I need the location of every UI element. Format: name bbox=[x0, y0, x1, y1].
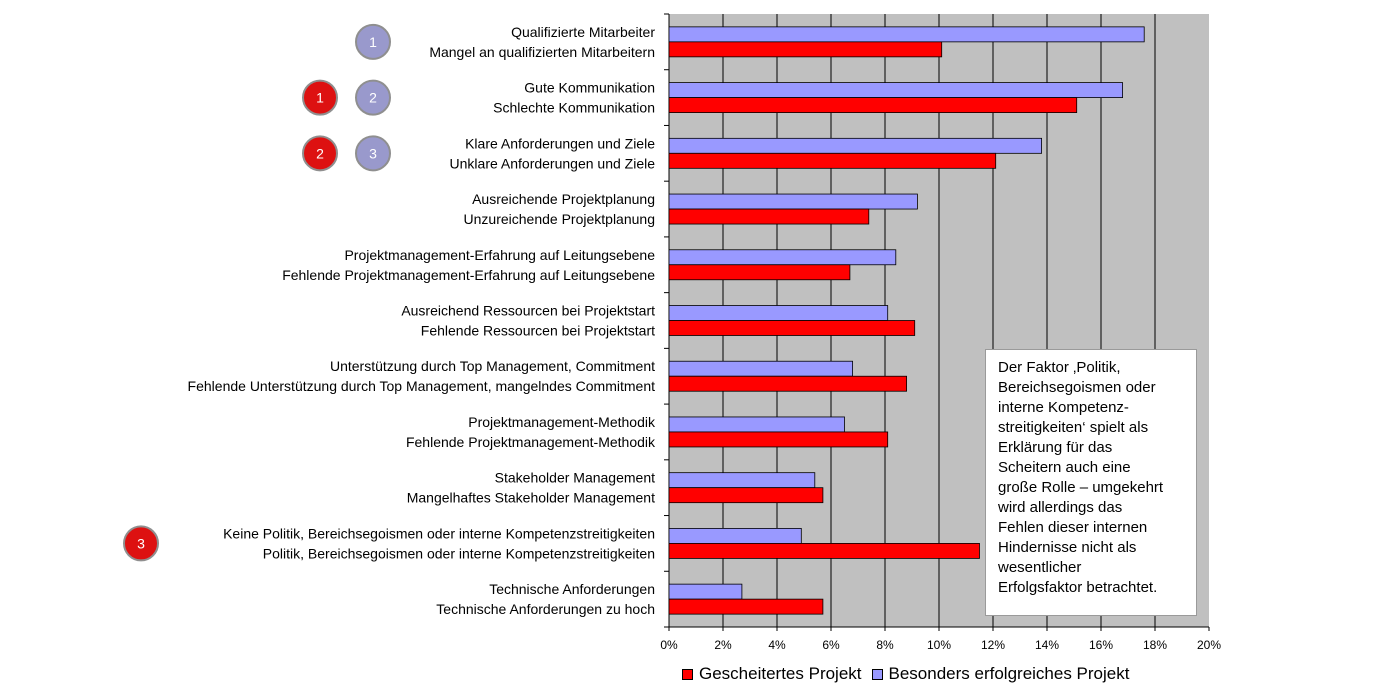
bar-successful bbox=[668, 305, 889, 321]
annotation-line: Scheitern auch eine bbox=[998, 459, 1131, 476]
rank-marker-successful bbox=[355, 79, 391, 116]
bar-failed bbox=[668, 41, 943, 58]
category-label-positive: Ausreichend Ressourcen bei Projektstart bbox=[401, 303, 655, 319]
bar-successful bbox=[668, 416, 845, 433]
bar-successful bbox=[668, 137, 1043, 154]
x-tick-label: 8% bbox=[876, 638, 894, 652]
annotation-line: Bereichsegoismen oder bbox=[998, 379, 1156, 396]
legend-item-successful: Besonders erfolgreiches Projekt bbox=[871, 664, 1130, 684]
bar-successful bbox=[668, 528, 802, 544]
x-tick-label: 12% bbox=[981, 638, 1005, 652]
category-label-negative: Schlechte Kommunikation bbox=[493, 100, 655, 116]
category-label-negative: Unzureichende Projektplanung bbox=[464, 211, 655, 227]
annotation-box: Der Faktor ‚Politik, Bereichsegoismen ode… bbox=[985, 349, 1197, 616]
rank-marker-failed bbox=[302, 135, 338, 172]
category-label-positive: Stakeholder Management bbox=[495, 470, 655, 486]
legend-label-failed: Gescheitertes Projekt bbox=[699, 664, 862, 683]
bar-successful bbox=[668, 249, 897, 266]
bar-failed bbox=[668, 375, 908, 392]
category-label-negative: Fehlende Ressourcen bei Projektstart bbox=[421, 323, 655, 339]
annotation-line: Fehlen dieser internen bbox=[998, 519, 1148, 536]
annotation-line: streitigkeiten‘ spielt als bbox=[998, 419, 1149, 436]
legend-item-failed: Gescheitertes Projekt bbox=[682, 664, 862, 684]
x-tick-label: 16% bbox=[1089, 638, 1113, 652]
bar-failed bbox=[668, 431, 889, 448]
category-label-positive: Ausreichende Projektplanung bbox=[472, 191, 655, 207]
rank-marker-label: 1 bbox=[369, 34, 377, 50]
annotation-line: Der Faktor ‚Politik, bbox=[998, 359, 1121, 376]
x-tick-label: 20% bbox=[1197, 638, 1221, 652]
annotation-line: Erklärung für das bbox=[998, 439, 1113, 456]
legend-swatch-failed bbox=[682, 668, 693, 680]
category-label-positive: Technische Anforderungen bbox=[489, 581, 655, 597]
bar-successful bbox=[668, 583, 743, 600]
bar-failed bbox=[668, 264, 851, 281]
category-label-positive: Unterstützung durch Top Management, Comm… bbox=[330, 358, 655, 374]
x-tick-label: 10% bbox=[927, 638, 951, 652]
annotation-line: Erfolgsfaktor betrachtet. bbox=[998, 579, 1158, 596]
category-label-positive: Klare Anforderungen und Ziele bbox=[465, 135, 655, 151]
rank-marker-label: 2 bbox=[369, 90, 377, 106]
rank-marker-successful bbox=[355, 23, 391, 60]
category-label-negative: Unklare Anforderungen und Ziele bbox=[450, 155, 656, 171]
category-label-positive: Gute Kommunikation bbox=[524, 80, 655, 96]
annotation-line: Hindernisse nicht als bbox=[998, 539, 1137, 556]
rank-marker-label: 1 bbox=[316, 90, 324, 106]
x-tick-label: 4% bbox=[768, 638, 786, 652]
category-label-negative: Fehlende Unterstützung durch Top Managem… bbox=[188, 378, 656, 394]
category-label-negative: Technische Anforderungen zu hoch bbox=[436, 601, 655, 617]
annotation-line: wird allerdings das bbox=[998, 499, 1123, 516]
category-label-positive: Projektmanagement-Erfahrung auf Leitungs… bbox=[344, 247, 655, 263]
bar-successful bbox=[668, 193, 918, 210]
category-label-negative: Fehlende Projektmanagement-Methodik bbox=[406, 434, 656, 450]
bar-failed bbox=[668, 320, 916, 336]
bar-failed bbox=[668, 543, 980, 559]
bar-successful bbox=[668, 360, 854, 377]
x-tick-label: 14% bbox=[1035, 638, 1059, 652]
legend: Gescheitertes Projekt Besonders erfolgre… bbox=[682, 663, 1139, 685]
annotation-line: wesentlicher bbox=[998, 559, 1082, 576]
category-label-positive: Keine Politik, Bereichsegoismen oder int… bbox=[223, 525, 655, 541]
bar-successful bbox=[668, 472, 816, 489]
x-tick-label: 6% bbox=[822, 638, 840, 652]
bar-successful bbox=[668, 82, 1124, 98]
x-tick-label: 0% bbox=[660, 638, 678, 652]
rank-marker-label: 3 bbox=[137, 535, 145, 551]
legend-swatch-successful bbox=[871, 668, 883, 680]
annotation-line: große Rolle – umgekehrt bbox=[998, 479, 1164, 496]
bar-failed bbox=[668, 208, 870, 225]
category-label-positive: Qualifizierte Mitarbeiter bbox=[511, 24, 655, 40]
rank-marker-successful bbox=[355, 135, 391, 172]
bar-failed bbox=[668, 598, 824, 615]
category-label-negative: Fehlende Projektmanagement-Erfahrung auf… bbox=[282, 267, 655, 283]
rank-marker-label: 2 bbox=[316, 145, 324, 161]
bar-failed bbox=[668, 487, 824, 504]
category-label-negative: Mangel an qualifizierten Mitarbeitern bbox=[429, 44, 655, 60]
annotation-line: interne Kompetenz- bbox=[998, 399, 1129, 416]
x-tick-label: 18% bbox=[1143, 638, 1167, 652]
rank-marker-failed bbox=[123, 525, 159, 562]
category-label-negative: Mangelhaftes Stakeholder Management bbox=[407, 490, 655, 506]
x-tick-label: 2% bbox=[714, 638, 732, 652]
legend-label-successful: Besonders erfolgreiches Projekt bbox=[888, 664, 1130, 683]
category-label-negative: Politik, Bereichsegoismen oder interne K… bbox=[263, 545, 655, 561]
bar-successful bbox=[668, 26, 1145, 43]
rank-marker-label: 3 bbox=[369, 145, 377, 161]
bar-failed bbox=[668, 152, 997, 169]
category-label-positive: Projektmanagement-Methodik bbox=[468, 414, 656, 430]
bar-failed bbox=[668, 97, 1078, 113]
rank-marker-failed bbox=[302, 79, 338, 116]
